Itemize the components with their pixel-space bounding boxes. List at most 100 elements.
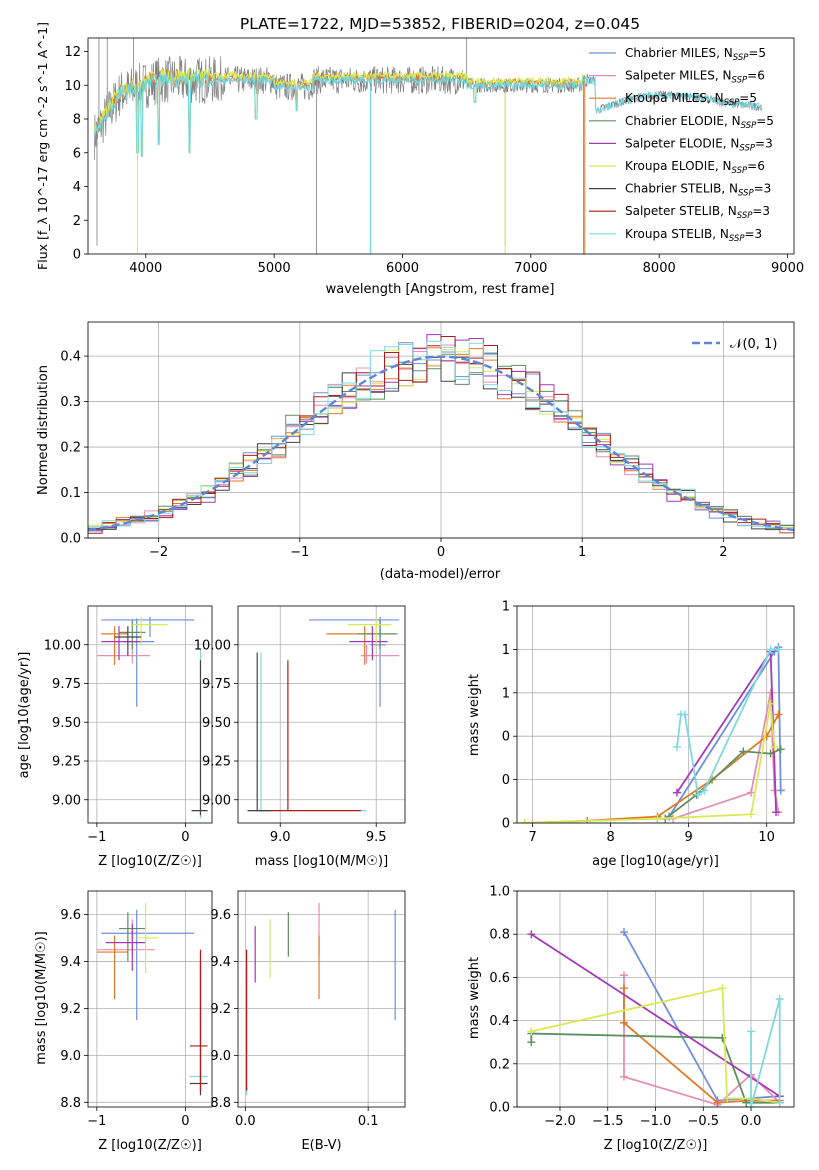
y-tick-label: 0.4 <box>60 350 81 365</box>
errorbar-points <box>245 902 396 1096</box>
axes-frame <box>87 605 213 824</box>
x-tick-label: 9 <box>685 830 693 845</box>
plus-marker <box>775 1098 784 1107</box>
legend-suffix: =6 <box>747 69 765 83</box>
legend-suffix: =5 <box>748 46 766 60</box>
legend-label: Kroupa ELODIE, N <box>625 159 732 173</box>
legend-entry: Kroupa STELIB, NSSP=3 <box>625 227 762 244</box>
y-tick-label: 0 <box>502 773 510 788</box>
plus-marker <box>747 1103 756 1107</box>
mass-weight-lines <box>527 928 784 1107</box>
x-tick-label: −2.0 <box>544 1114 576 1129</box>
legend-label: Kroupa MILES, N <box>625 91 724 105</box>
plus-marker <box>619 984 628 993</box>
y-tick-label: 0 <box>73 248 81 263</box>
y-tick-label: 0.0 <box>489 1101 510 1116</box>
x-tick-label: 0.1 <box>358 1114 379 1129</box>
errorbar-points <box>96 902 208 1096</box>
plus-marker <box>700 786 709 795</box>
x-tick-label: 6000 <box>386 261 419 276</box>
errorbar-panel: 9.0 9.5 9.00 9.25 9.50 9.75 10.00 mass [log10(M… <box>194 605 406 869</box>
y-tick-label: 1 <box>502 686 510 701</box>
plus-marker <box>747 1027 756 1036</box>
y-tick-label: 1 <box>502 600 510 615</box>
y-tick-label: 9.75 <box>52 677 81 692</box>
x-tick-label: 0 <box>181 830 189 845</box>
legend-sub: SSP <box>729 234 745 244</box>
y-tick-label: 9.25 <box>52 755 81 770</box>
axes-frame <box>237 890 406 1108</box>
plus-marker <box>739 747 748 756</box>
x-tick-label: 4000 <box>129 261 162 276</box>
y-tick-label: 1 <box>502 643 510 658</box>
y-tick-label: 0.8 <box>489 928 510 943</box>
y-tick-label: 4 <box>73 180 81 195</box>
legend-sub: SSP <box>738 189 754 199</box>
plus-marker <box>527 930 536 939</box>
plus-marker <box>672 743 681 752</box>
legend-entry: Salpeter STELIB, NSSP=3 <box>625 204 770 221</box>
x-tick-label: 5000 <box>258 261 291 276</box>
x-tick-label: 10 <box>758 830 775 845</box>
legend-sub: SSP <box>732 76 748 86</box>
plus-marker <box>672 788 681 797</box>
legend-entry: Salpeter MILES, NSSP=6 <box>625 69 765 86</box>
y-axis-label: mass [log10(M/M☉)] <box>34 931 49 1064</box>
y-tick-label: 9.25 <box>202 755 231 770</box>
legend-entry: Kroupa ELODIE, NSSP=6 <box>625 159 765 176</box>
y-tick-label: 0.3 <box>60 395 81 410</box>
x-tick-label: 7000 <box>514 261 547 276</box>
legend-label: Chabrier STELIB, N <box>625 182 738 196</box>
legend-suffix: =5 <box>739 91 757 105</box>
spectrum-panel: 4000 5000 6000 7000 8000 9000 0 2 4 6 8 10 12 Chabrie… <box>35 15 804 297</box>
y-tick-label: 1.0 <box>489 885 510 900</box>
errorbar-panel: 0.0 0.1 8.8 9.0 9.2 9.4 9.6 E(B-V) <box>210 890 406 1153</box>
plus-marker <box>527 1038 536 1047</box>
x-tick-label: −1.5 <box>592 1114 624 1129</box>
x-tick-label: −1 <box>290 545 309 560</box>
y-tick-label: 9.0 <box>210 1049 231 1064</box>
legend-entry: Chabrier ELODIE, NSSP=5 <box>625 114 774 131</box>
x-tick-label: −1 <box>87 1114 106 1129</box>
x-axis-label: mass [log10(M/M☉)] <box>255 854 388 869</box>
observed-spectrum-line <box>94 55 763 161</box>
x-axis-label: Z [log10(Z/Z☉)] <box>98 1138 202 1153</box>
mass-weight-series <box>676 648 779 797</box>
x-tick-label: 9.5 <box>366 830 387 845</box>
errorbar-panel: −1 0 9.00 9.25 9.50 9.75 10.00 Z [log10(Z/Z☉)] a… <box>17 605 213 869</box>
y-tick-label: 0.6 <box>489 971 510 986</box>
legend-suffix: =3 <box>754 182 772 196</box>
plus-marker <box>718 984 727 993</box>
x-tick-label: −0.5 <box>687 1114 719 1129</box>
axes-frame <box>87 37 795 255</box>
y-tick-label: 9.4 <box>210 955 231 970</box>
plus-marker <box>774 710 783 719</box>
plus-marker <box>653 814 662 823</box>
y-axis-label: age [log10(age/yr)] <box>17 652 32 779</box>
legend-entry: 𝒩(0, 1) <box>730 337 777 352</box>
y-tick-label: 0.2 <box>60 441 81 456</box>
mass-weight-series <box>750 998 781 1107</box>
legend-label: Salpeter STELIB, N <box>625 204 737 218</box>
axes-frame <box>87 321 795 539</box>
mass-weight-panel: 7 8 9 10 0 0 0 1 1 1 age [log10(age/yr)] mass weigh… <box>467 600 795 869</box>
plus-marker <box>766 699 775 708</box>
x-tick-label: 8 <box>606 830 614 845</box>
plus-marker <box>766 645 775 654</box>
errorbar-points <box>96 616 208 819</box>
x-tick-label: 0.0 <box>235 1114 256 1129</box>
legend-entry: Chabrier MILES, NSSP=5 <box>625 46 766 63</box>
y-tick-label: 10.00 <box>44 638 81 653</box>
x-tick-label: −1.0 <box>640 1114 672 1129</box>
x-tick-label: −1 <box>87 830 106 845</box>
x-tick-label: 0 <box>437 545 445 560</box>
plus-marker <box>713 1098 722 1107</box>
x-tick-label: 0.0 <box>741 1114 762 1129</box>
legend-label: Chabrier MILES, N <box>625 46 733 60</box>
x-axis-label: Z [log10(Z/Z☉)] <box>604 1138 708 1153</box>
y-tick-label: 9.00 <box>52 793 81 808</box>
x-tick-label: 7 <box>528 830 536 845</box>
x-axis-label: E(B-V) <box>301 1138 341 1153</box>
histogram-steps <box>88 334 794 534</box>
